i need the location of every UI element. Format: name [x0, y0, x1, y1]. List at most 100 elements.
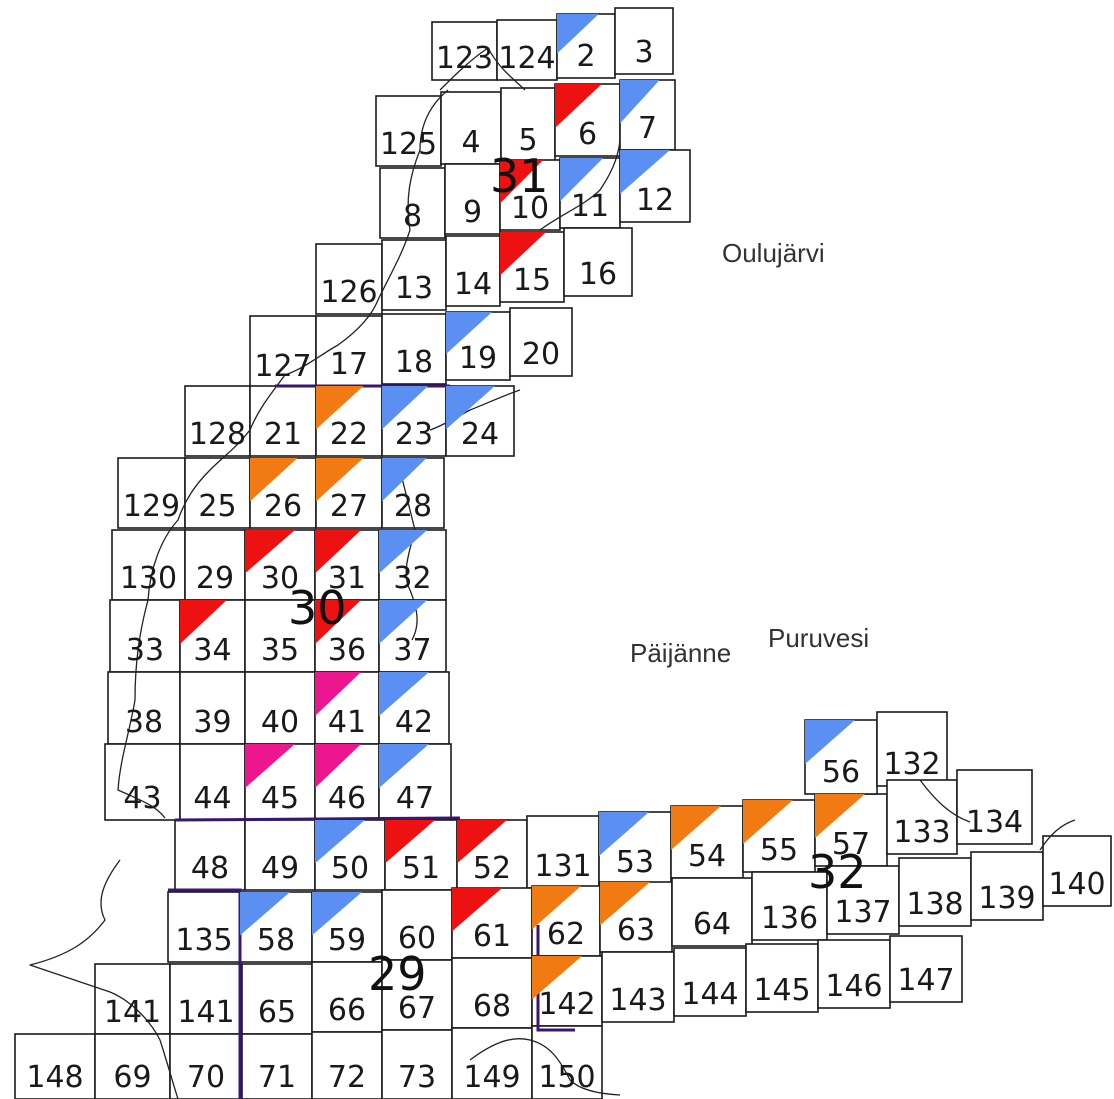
grid-cell-66 [311, 961, 383, 1033]
grid-cell-39 [179, 671, 246, 745]
flag-marker-30 [245, 530, 295, 574]
cell-label-123: 123 [436, 41, 493, 76]
cell-label-131: 131 [534, 849, 591, 884]
cell-label-47: 47 [396, 781, 434, 816]
cell-label-23: 23 [395, 417, 433, 452]
grid-cell-147 [889, 935, 963, 1003]
grid-cell-125 [375, 95, 442, 167]
cell-label-147: 147 [897, 963, 954, 998]
grid-cell-64 [671, 877, 753, 947]
cell-label-38: 38 [125, 705, 163, 740]
cell-label-43: 43 [123, 781, 161, 816]
flag-marker-46 [315, 744, 362, 788]
cell-label-49: 49 [261, 851, 299, 886]
grid-cell-8 [379, 167, 446, 239]
cell-label-46: 46 [328, 781, 366, 816]
flag-marker-6 [555, 84, 602, 128]
region-boundary [174, 816, 461, 822]
cell-label-127: 127 [254, 349, 311, 384]
cell-label-22: 22 [330, 417, 368, 452]
cell-label-41: 41 [328, 705, 366, 740]
cell-label-14: 14 [454, 267, 492, 302]
flag-marker-57 [815, 794, 865, 838]
cell-label-62: 62 [547, 917, 585, 952]
flag-marker-24 [446, 386, 495, 430]
grid-cell-48 [174, 819, 246, 891]
grid-cell-145 [745, 943, 819, 1013]
grid-cell-14 [445, 235, 501, 307]
cell-label-48: 48 [191, 851, 229, 886]
cell-label-60: 60 [398, 921, 436, 956]
grid-cell-140 [1042, 835, 1112, 907]
cell-label-9: 9 [463, 195, 482, 230]
flag-marker-62 [532, 886, 581, 930]
cell-label-52: 52 [473, 851, 511, 886]
flag-marker-59 [312, 892, 362, 936]
cell-label-6: 6 [578, 117, 597, 152]
flag-marker-23 [382, 386, 429, 430]
flag-marker-10 [500, 160, 544, 204]
cell-label-25: 25 [198, 489, 236, 524]
cell-label-136: 136 [761, 901, 818, 936]
cell-label-39: 39 [193, 705, 231, 740]
grid-cell-25 [184, 457, 251, 529]
flag-markers [180, 14, 865, 1000]
cell-label-27: 27 [330, 489, 368, 524]
grid-cell-133 [886, 779, 958, 855]
cell-label-51: 51 [402, 851, 440, 886]
cell-label-50: 50 [331, 851, 369, 886]
grid-cell-60 [381, 889, 453, 961]
region-label-31: 31 [490, 149, 549, 203]
flag-marker-27 [316, 458, 364, 502]
flag-marker-22 [316, 386, 364, 430]
place-label-puruvesi: Puruvesi [768, 623, 869, 653]
grid-cell-3 [614, 7, 674, 75]
grid-cell-128 [184, 385, 251, 457]
flag-marker-63 [600, 882, 650, 926]
cell-label-143: 143 [609, 983, 666, 1018]
cell-label-133: 133 [893, 815, 950, 850]
cell-label-11: 11 [571, 189, 609, 224]
grid-cell-40 [244, 671, 316, 745]
region-boundary [168, 888, 242, 1099]
grid-cell-16 [563, 227, 633, 297]
cell-label-73: 73 [398, 1060, 436, 1095]
flag-marker-15 [500, 232, 547, 276]
cell-label-142: 142 [538, 987, 595, 1022]
cell-label-7: 7 [638, 111, 657, 146]
flag-marker-28 [382, 458, 427, 502]
cell-label-144: 144 [681, 977, 738, 1012]
cell-label-64: 64 [693, 907, 731, 942]
river-line [429, 139, 621, 431]
flag-marker-11 [560, 158, 604, 202]
cell-label-126: 126 [320, 275, 377, 310]
flag-marker-37 [379, 600, 428, 644]
grid-cell-127 [249, 315, 317, 389]
flag-marker-54 [671, 806, 721, 850]
cell-label-33: 33 [126, 633, 164, 668]
river-line [117, 47, 526, 819]
cell-label-141a: 141 [104, 995, 161, 1030]
cell-label-3: 3 [634, 35, 653, 70]
cell-label-129: 129 [123, 489, 180, 524]
cell-label-61: 61 [473, 919, 511, 954]
grid-cell-73 [381, 1029, 453, 1099]
cell-label-24: 24 [461, 417, 499, 452]
cell-label-56: 56 [822, 755, 860, 790]
grid-cell-35 [244, 599, 316, 673]
grid-cell-132 [876, 711, 948, 787]
cell-label-58: 58 [257, 923, 295, 958]
grid-cell-135 [167, 891, 241, 963]
flag-marker-26 [250, 458, 298, 502]
place-label-paijanne: Päijänne [630, 638, 731, 668]
flag-marker-7 [620, 80, 660, 124]
grid-cell-136 [751, 871, 828, 941]
region-label-32: 32 [808, 845, 867, 899]
cell-label-57: 57 [832, 827, 870, 862]
region-label-29: 29 [368, 947, 427, 1001]
flag-marker-12 [620, 150, 670, 194]
cell-label-145: 145 [753, 973, 810, 1008]
grid-cell-150 [531, 1025, 603, 1099]
region-label-30: 30 [288, 581, 347, 635]
